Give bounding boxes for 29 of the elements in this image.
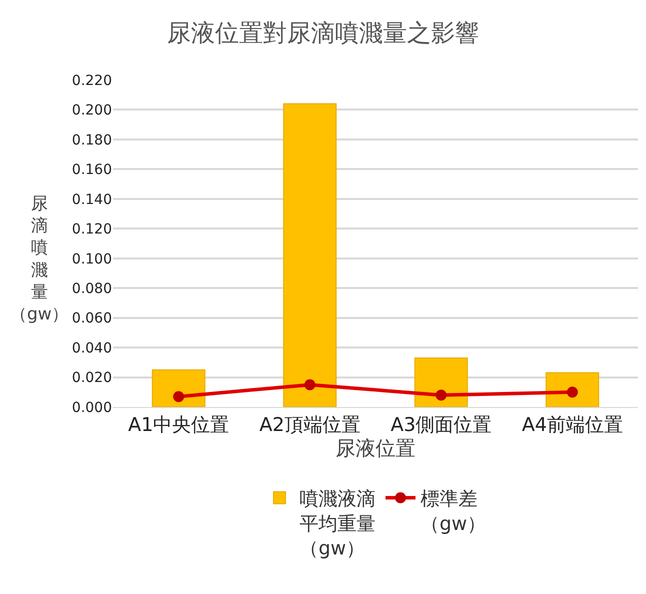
y-tick-label: 0.040 bbox=[72, 340, 112, 356]
bar bbox=[283, 103, 337, 407]
x-tick-label: A2頂端位置 bbox=[259, 414, 360, 436]
y-axis-title: 尿滴噴濺量（gw） bbox=[10, 194, 69, 324]
point bbox=[173, 391, 184, 402]
point bbox=[436, 390, 447, 401]
x-axis-title: 尿液位置 bbox=[336, 436, 416, 460]
chart-title: 尿液位置對尿滴噴濺量之影響 bbox=[167, 19, 479, 48]
x-tick-label: A4前端位置 bbox=[522, 414, 623, 436]
bar bbox=[414, 357, 468, 407]
legend-label: 標準差（gw） bbox=[420, 488, 486, 535]
y-tick-label: 0.060 bbox=[72, 310, 112, 327]
y-tick-label: 0.080 bbox=[72, 280, 112, 297]
x-tick-label: A1中央位置 bbox=[128, 414, 230, 436]
point bbox=[566, 386, 578, 398]
y-tick-label: 0.100 bbox=[72, 251, 112, 268]
y-tick-label: 0.220 bbox=[72, 72, 112, 89]
bar bbox=[152, 369, 206, 407]
x-tick-label: A3側面位置 bbox=[390, 414, 492, 436]
y-tick-label: 0.180 bbox=[72, 132, 112, 148]
bar bbox=[546, 372, 600, 407]
legend-label: 噴濺液滴平均重量（gw） bbox=[300, 488, 376, 560]
y-tick-label: 0.120 bbox=[72, 222, 112, 238]
y-tick-label: 0.140 bbox=[72, 192, 112, 208]
point bbox=[304, 379, 316, 390]
y-tick-label: 0.000 bbox=[72, 400, 112, 416]
y-tick-label: 0.160 bbox=[72, 162, 112, 178]
y-tick-label: 0.020 bbox=[72, 370, 112, 386]
y-tick-label: 0.200 bbox=[72, 102, 112, 119]
